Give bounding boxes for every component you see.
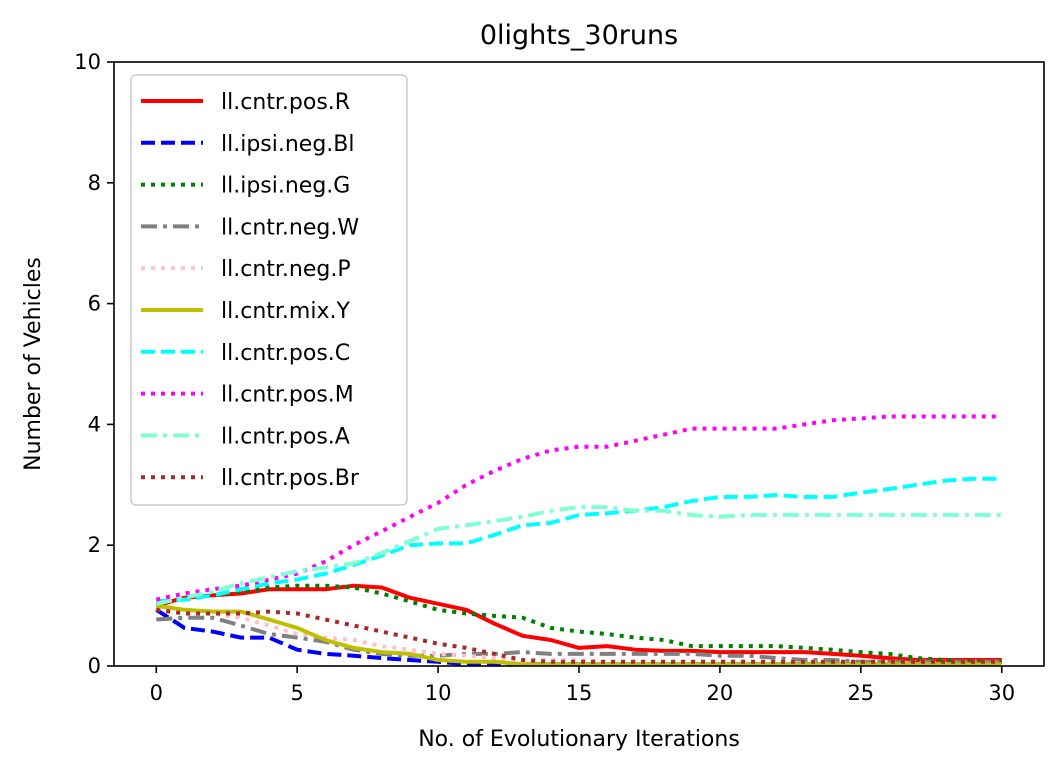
legend-label: ll.cntr.mix.Y (221, 299, 350, 324)
y-axis-label: Number of Vehicles (21, 257, 46, 471)
legend-label: ll.cntr.neg.P (221, 257, 351, 282)
x-tick-label: 5 (290, 681, 303, 705)
legend-label: ll.cntr.neg.W (221, 215, 359, 240)
legend-label: ll.cntr.pos.R (221, 90, 350, 115)
series-line-7 (156, 476, 1002, 604)
series-line-6 (156, 603, 1002, 667)
y-tick-label: 4 (88, 412, 101, 436)
series-line-10 (156, 607, 1002, 664)
series-layer (155, 414, 1002, 667)
legend-label: ll.ipsi.neg.G (221, 174, 350, 199)
series-line-9 (155, 505, 1002, 606)
series-line-3 (156, 583, 1002, 664)
legend: ll.cntr.pos.R ll.ipsi.neg.Bl ll.ipsi.neg.G… (130, 74, 408, 506)
legend-box (130, 74, 408, 506)
x-tick-label: 10 (425, 681, 452, 705)
x-tick-label: 20 (707, 681, 734, 705)
y-tick-label: 10 (74, 50, 101, 74)
x-tick-label: 0 (150, 681, 163, 705)
y-tick-label: 6 (88, 292, 101, 316)
y-tick-label: 0 (88, 654, 101, 678)
legend-label: ll.ipsi.neg.Bl (221, 132, 355, 157)
series-line-1 (155, 583, 1002, 662)
x-axis-label: No. of Evolutionary Iterations (418, 727, 740, 752)
x-tick-label: 25 (847, 681, 874, 705)
y-tick-label: 2 (88, 533, 101, 557)
legend-label: ll.cntr.pos.Br (221, 466, 360, 491)
legend-label: ll.cntr.pos.M (221, 383, 354, 408)
series-line-5 (156, 605, 1002, 664)
axis-layer: 0 5 10 15 20 25 30 0 2 4 6 8 10 (74, 50, 1015, 705)
series-line-4 (156, 615, 1002, 664)
legend-label: ll.cntr.pos.A (221, 424, 350, 449)
x-tick-label: 15 (566, 681, 593, 705)
series-line-8 (155, 414, 1002, 602)
chart-title: 0lights_30runs (480, 20, 678, 51)
x-tick-label: 30 (988, 681, 1015, 705)
legend-label: ll.cntr.pos.C (221, 341, 350, 366)
y-tick-label: 8 (88, 171, 101, 195)
